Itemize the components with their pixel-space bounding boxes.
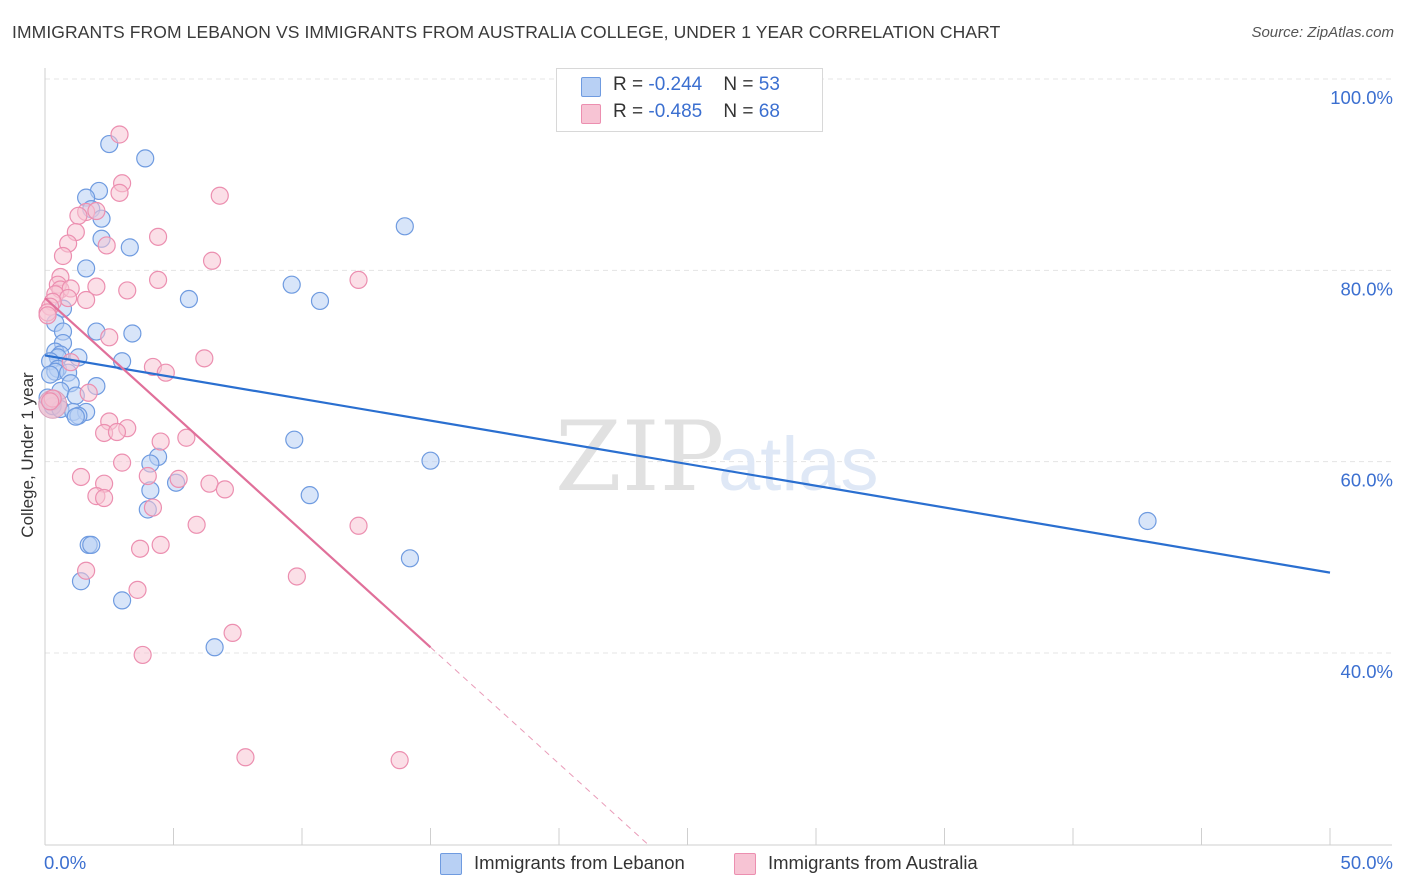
lebanon-point-1 <box>136 149 155 168</box>
lebanon-point-54 <box>205 638 224 657</box>
australia-point-20 <box>118 281 137 300</box>
lebanon-point-8 <box>120 238 139 257</box>
lebanon-point-11 <box>179 289 199 309</box>
australia-swatch <box>581 104 601 124</box>
australia-point-11 <box>53 246 73 266</box>
chart-title: IMMIGRANTS FROM LEBANON VS IMMIGRANTS FR… <box>12 22 1001 42</box>
australia-point-32 <box>156 363 175 382</box>
australia-trend-extension <box>430 646 650 846</box>
lebanon-point-17 <box>123 324 142 343</box>
australia-trend-line <box>44 297 432 649</box>
australia-point-55 <box>130 539 150 558</box>
lebanon-point-28 <box>41 365 60 384</box>
n-value-lebanon: 53 <box>758 74 780 95</box>
australia-point-62 <box>390 751 409 770</box>
n-label: N = <box>723 74 759 95</box>
australia-legend-label: Immigrants from Australia <box>768 852 978 873</box>
australia-point-40 <box>177 428 196 447</box>
australia-point-52 <box>187 515 206 534</box>
australia-point-48 <box>215 480 234 499</box>
r-value-australia: -0.485 <box>648 101 703 122</box>
source-label: Source: ZipAtlas.com <box>1251 24 1394 41</box>
lebanon-point-10 <box>282 275 301 294</box>
australia-point-33 <box>79 383 98 402</box>
y-tick-label-1: 80.0% <box>1341 278 1393 299</box>
australia-point-6 <box>69 206 88 225</box>
australia-point-59 <box>223 623 242 643</box>
n-value-australia: 68 <box>758 101 780 122</box>
australia-point-45 <box>169 469 188 488</box>
australia-legend-swatch <box>734 853 756 875</box>
australia-point-42 <box>112 453 132 472</box>
x-tick-label-1: 50.0% <box>1341 852 1393 873</box>
lebanon-legend-label: Immigrants from Lebanon <box>474 852 685 873</box>
australia-point-43 <box>71 467 91 487</box>
lebanon-point-50 <box>82 535 101 554</box>
australia-point-5 <box>87 201 106 221</box>
grid-lines <box>45 78 1392 654</box>
tick-labels: 100.0% 80.0% 60.0% 40.0% 0.0% 50.0% <box>44 87 1393 873</box>
australia-point-19 <box>87 277 106 296</box>
australia-point-58 <box>128 580 147 599</box>
australia-point-14 <box>148 270 168 289</box>
axes <box>44 68 1392 846</box>
australia-point-10 <box>97 236 116 255</box>
australia-point-3 <box>210 186 229 205</box>
r-value-lebanon: -0.244 <box>648 74 703 95</box>
australia-point-28 <box>100 328 119 347</box>
australia-point-8 <box>148 227 168 246</box>
australia-point-29 <box>195 349 214 368</box>
lebanon-point-9 <box>77 259 96 278</box>
lebanon-trend-line <box>44 354 1331 574</box>
australia-point-46 <box>200 474 219 493</box>
lebanon-point-44 <box>421 451 440 470</box>
australia-point-2 <box>110 183 129 202</box>
lebanon-point-55 <box>1138 511 1157 531</box>
australia-point-50 <box>95 488 114 508</box>
australia-point-44 <box>138 466 157 486</box>
y-tick-label-0: 100.0% <box>1330 87 1393 108</box>
r-label: R = <box>613 101 649 122</box>
watermark-atlas: atlas <box>718 422 879 507</box>
australia-point-22 <box>59 288 78 308</box>
n-label: N = <box>723 101 759 122</box>
australia-point-51 <box>143 498 163 517</box>
y-tick-label-2: 60.0% <box>1341 470 1393 491</box>
lebanon-legend-swatch <box>440 853 462 875</box>
australia-point-54 <box>151 535 170 554</box>
australia-point-41 <box>151 432 170 451</box>
trend-lines <box>44 297 1331 846</box>
lebanon-point-40 <box>66 407 85 426</box>
australia-point-12 <box>202 251 222 270</box>
australia-point-23 <box>77 290 96 310</box>
lebanon-point-53 <box>112 591 132 610</box>
australia-point-15 <box>349 270 368 289</box>
lebanon-swatch <box>581 77 601 97</box>
australia-point-31 <box>61 353 80 372</box>
correlation-legend: R = -0.244 N = 53 R = -0.485 N = 68 <box>556 68 823 132</box>
australia-points <box>38 125 409 770</box>
lebanon-point-41 <box>285 430 304 449</box>
australia-point-57 <box>287 567 306 586</box>
lebanon-point-51 <box>400 549 420 568</box>
australia-point-0 <box>110 125 129 144</box>
australia-point-56 <box>77 561 96 580</box>
x-tick-label-0: 0.0% <box>44 852 86 873</box>
australia-point-53 <box>349 516 368 535</box>
watermark: ZIP atlas <box>555 401 879 513</box>
r-label: R = <box>613 74 649 95</box>
lebanon-point-12 <box>310 291 330 311</box>
australia-point-27 <box>38 306 57 325</box>
australia-point-61 <box>236 748 255 767</box>
lebanon-points <box>38 134 1157 657</box>
australia-point-60 <box>133 645 152 665</box>
australia-point-39 <box>107 422 127 442</box>
y-tick-label-3: 40.0% <box>1341 661 1393 682</box>
lebanon-point-47 <box>300 486 319 505</box>
lebanon-point-6 <box>395 217 414 236</box>
australia-point-35 <box>41 392 60 411</box>
